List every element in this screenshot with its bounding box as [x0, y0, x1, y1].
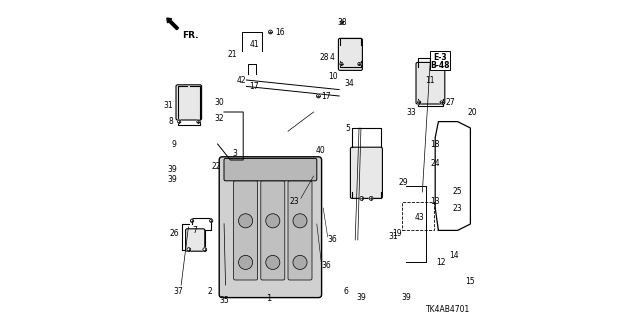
Text: 20: 20 — [467, 108, 477, 116]
Text: 14: 14 — [450, 252, 460, 260]
Text: 9: 9 — [171, 140, 176, 148]
Text: 36: 36 — [328, 236, 337, 244]
Text: 33: 33 — [406, 108, 416, 116]
Text: FR.: FR. — [182, 31, 199, 40]
Circle shape — [266, 214, 280, 228]
Circle shape — [360, 196, 364, 200]
Text: 22: 22 — [212, 162, 221, 171]
FancyBboxPatch shape — [288, 181, 312, 280]
Circle shape — [293, 214, 307, 228]
Text: 40: 40 — [315, 146, 325, 155]
Circle shape — [418, 101, 421, 104]
FancyBboxPatch shape — [234, 181, 258, 280]
Text: 24: 24 — [430, 159, 440, 168]
Text: 32: 32 — [214, 114, 224, 123]
Text: E-3: E-3 — [433, 53, 447, 62]
Text: 30: 30 — [214, 98, 224, 107]
Text: 13: 13 — [430, 197, 440, 206]
Circle shape — [340, 21, 344, 24]
Text: 23: 23 — [289, 197, 299, 206]
Text: 3: 3 — [233, 149, 237, 158]
Circle shape — [293, 255, 307, 269]
Text: 39: 39 — [168, 175, 178, 184]
Text: 17: 17 — [321, 92, 331, 100]
Text: 23: 23 — [453, 204, 463, 212]
FancyBboxPatch shape — [261, 181, 285, 280]
Text: 35: 35 — [219, 296, 229, 305]
Text: 21: 21 — [228, 50, 237, 59]
Text: 12: 12 — [436, 258, 445, 267]
Text: TK4AB4701: TK4AB4701 — [426, 305, 470, 314]
Circle shape — [239, 255, 253, 269]
FancyBboxPatch shape — [224, 158, 317, 181]
Text: 39: 39 — [402, 293, 412, 302]
Circle shape — [440, 101, 444, 104]
Text: 37: 37 — [173, 287, 183, 296]
Text: B-48: B-48 — [430, 61, 450, 70]
Text: 7: 7 — [193, 226, 198, 235]
Text: 41: 41 — [250, 40, 259, 49]
Text: 36: 36 — [321, 261, 331, 270]
Circle shape — [191, 219, 193, 222]
Text: 18: 18 — [431, 140, 440, 148]
Circle shape — [369, 196, 373, 200]
Text: 38: 38 — [337, 18, 348, 27]
Text: 8: 8 — [168, 117, 173, 126]
Circle shape — [340, 62, 343, 66]
Text: 4: 4 — [330, 53, 334, 62]
Text: 27: 27 — [445, 98, 455, 107]
Text: 15: 15 — [466, 277, 476, 286]
Circle shape — [266, 255, 280, 269]
FancyBboxPatch shape — [186, 229, 205, 251]
Text: 29: 29 — [398, 178, 408, 187]
Text: 19: 19 — [392, 229, 402, 238]
Circle shape — [203, 248, 207, 252]
Text: 39: 39 — [357, 293, 367, 302]
Circle shape — [197, 120, 200, 123]
Circle shape — [187, 248, 191, 252]
Circle shape — [269, 30, 273, 34]
Circle shape — [210, 219, 212, 222]
Bar — [402, 202, 434, 230]
Text: 16: 16 — [275, 28, 285, 36]
Text: 28: 28 — [319, 53, 329, 62]
Circle shape — [178, 120, 180, 123]
FancyBboxPatch shape — [219, 157, 322, 298]
Text: 31: 31 — [163, 101, 173, 110]
FancyBboxPatch shape — [176, 85, 202, 120]
Circle shape — [316, 94, 321, 98]
FancyBboxPatch shape — [339, 38, 362, 70]
Circle shape — [239, 214, 253, 228]
Text: 31: 31 — [388, 232, 398, 241]
Text: 17: 17 — [250, 82, 259, 91]
Text: 42: 42 — [236, 76, 246, 84]
Text: 43: 43 — [415, 213, 424, 222]
Text: 2: 2 — [207, 287, 212, 296]
Bar — [430, 51, 450, 70]
FancyBboxPatch shape — [351, 147, 383, 198]
Text: 11: 11 — [426, 76, 435, 84]
Circle shape — [358, 62, 361, 66]
Text: 6: 6 — [344, 287, 349, 296]
Text: 25: 25 — [453, 188, 463, 196]
Text: 26: 26 — [170, 229, 179, 238]
Text: 5: 5 — [346, 124, 351, 132]
Text: 1: 1 — [266, 294, 271, 303]
Text: 39: 39 — [168, 165, 178, 174]
FancyBboxPatch shape — [416, 62, 445, 104]
Text: 34: 34 — [344, 79, 354, 88]
FancyArrow shape — [167, 18, 179, 30]
Text: 10: 10 — [328, 72, 338, 81]
